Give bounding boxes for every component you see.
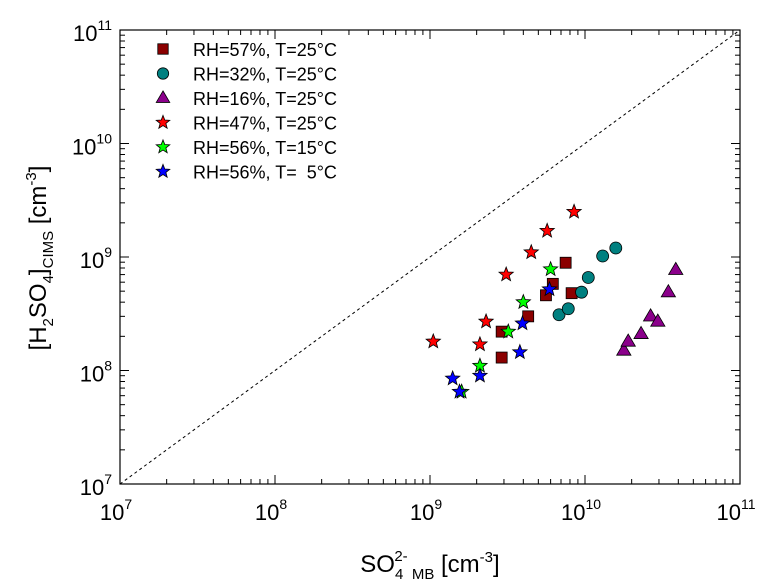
data-point bbox=[633, 325, 649, 339]
legend-item: RH=57%, T=25°C bbox=[157, 40, 337, 60]
series-2 bbox=[552, 241, 623, 322]
y-tick-label: 1011 bbox=[73, 17, 112, 46]
data-point bbox=[444, 369, 461, 386]
x-axis-label: SO42- MB [cm-3] bbox=[360, 548, 499, 581]
reference-line-layer bbox=[119, 29, 741, 485]
data-point bbox=[561, 302, 575, 316]
legend-marker bbox=[155, 163, 171, 179]
legend-label: RH=57%, T=25°C bbox=[193, 40, 337, 60]
x-tick-label: 107 bbox=[100, 496, 132, 525]
data-point bbox=[649, 313, 666, 327]
data-point bbox=[581, 271, 595, 284]
legend-label: RH=47%, T=25°C bbox=[193, 114, 337, 134]
data-point bbox=[425, 332, 442, 349]
legend-item: RH=16%, T=25°C bbox=[155, 89, 337, 109]
data-point bbox=[471, 367, 489, 383]
legend-item: RH=47%, T=25°C bbox=[155, 114, 337, 134]
data-point bbox=[660, 283, 677, 298]
legend-label: RH=16%, T=25°C bbox=[193, 89, 337, 109]
legend-item: RH=32%, T=25°C bbox=[156, 65, 337, 85]
series-1 bbox=[495, 256, 578, 364]
one-to-one-reference-line bbox=[119, 29, 741, 485]
data-point bbox=[477, 312, 495, 329]
y-tick-label: 109 bbox=[80, 244, 112, 273]
data-point bbox=[596, 249, 610, 263]
data-point bbox=[523, 243, 540, 260]
legend: RH=57%, T=25°C RH=32%, T=25°C RH=16%, T=25… bbox=[155, 40, 337, 183]
data-point bbox=[538, 222, 556, 238]
data-point bbox=[667, 261, 684, 275]
y-tick-label: 108 bbox=[80, 358, 112, 387]
series-4 bbox=[425, 203, 583, 352]
data-point bbox=[542, 260, 559, 277]
data-point bbox=[552, 308, 566, 322]
data-point bbox=[615, 342, 632, 356]
data-point bbox=[451, 383, 468, 399]
data-point bbox=[514, 314, 531, 331]
y-tick-label: 1010 bbox=[72, 131, 112, 160]
data-point bbox=[497, 265, 515, 282]
data-point bbox=[500, 323, 517, 339]
y-tick-label: 107 bbox=[80, 471, 112, 500]
legend-label: RH=56%, T=15°C bbox=[193, 138, 337, 158]
data-point bbox=[511, 343, 529, 360]
data-points-layer bbox=[425, 203, 684, 399]
data-point bbox=[575, 285, 588, 299]
data-point bbox=[565, 203, 583, 219]
x-tick-label: 1011 bbox=[716, 496, 755, 525]
ticks-layer: 107 108 109 1010 1011 107 108 109 1010 1011 bbox=[72, 17, 756, 525]
legend-item: RH=56%, T= 5°C bbox=[155, 163, 337, 183]
y-axis-label: [H2SO4]CIMS [cm-3] bbox=[23, 166, 57, 351]
series-3 bbox=[615, 261, 684, 356]
x-tick-label: 109 bbox=[410, 496, 442, 525]
legend-label: RH=56%, T= 5°C bbox=[193, 163, 337, 183]
legend-marker bbox=[156, 67, 170, 80]
legend-marker bbox=[155, 90, 171, 103]
data-point bbox=[609, 241, 623, 255]
data-point bbox=[620, 333, 637, 347]
data-point bbox=[559, 256, 572, 269]
data-point bbox=[515, 293, 532, 310]
legend-label: RH=32%, T=25°C bbox=[193, 65, 337, 85]
legend-item: RH=56%, T=15°C bbox=[155, 138, 337, 158]
x-tick-label: 108 bbox=[255, 496, 287, 525]
axis-labels: SO42- MB [cm-3] [H2SO4]CIMS [cm-3] bbox=[23, 166, 500, 581]
legend-marker bbox=[155, 138, 171, 154]
legend-marker bbox=[157, 43, 169, 55]
series-6 bbox=[444, 280, 558, 399]
data-point bbox=[495, 351, 508, 364]
legend-marker bbox=[155, 114, 171, 130]
data-point bbox=[642, 308, 659, 322]
data-point bbox=[541, 280, 558, 297]
x-tick-label: 1010 bbox=[561, 496, 601, 525]
data-point bbox=[471, 335, 489, 352]
